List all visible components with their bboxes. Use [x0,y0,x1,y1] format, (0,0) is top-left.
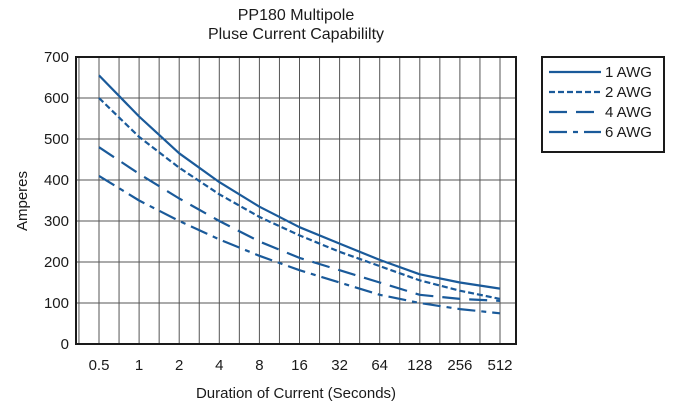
chart-subtitle: Pluse Current Capabililty [208,26,384,43]
series-line-2-awg [98,97,501,300]
y-tick-label: 700 [44,49,69,66]
series-layer [98,74,501,315]
y-tick-label: 500 [44,131,69,148]
y-tick-label: 300 [44,213,69,230]
legend-label: 4 AWG [605,104,652,121]
chart-title: PP180 Multipole [238,7,355,24]
x-tick-label: 16 [291,357,308,374]
x-tick-label: 256 [447,357,472,374]
x-tick-label: 4 [215,357,223,374]
grid [76,57,516,344]
legend-label: 1 AWG [605,64,652,81]
x-tick-label: 64 [371,357,388,374]
plot-frame [75,56,517,345]
y-tick-label: 600 [44,90,69,107]
series-line-6-awg [98,174,501,315]
y-tick-label: 200 [44,254,69,271]
y-tick-label: 0 [61,336,69,353]
y-tick-label: 400 [44,172,69,189]
x-tick-label: 2 [175,357,183,374]
series-line-1-awg [98,74,501,290]
y-axis-label: Amperes [14,171,31,231]
y-tick-label: 100 [44,295,69,312]
x-tick-label: 128 [407,357,432,374]
x-axis-label: Duration of Current (Seconds) [196,385,396,402]
series-line-4-awg [98,146,501,302]
y-tick-labels: 0 100 200 300 400 500 600 700 [44,49,69,353]
legend-label: 6 AWG [605,124,652,141]
x-tick-label: 1 [135,357,143,374]
x-tick-labels: 0.5 1 2 4 8 16 32 64 128 256 512 [89,357,513,374]
legend-label: 2 AWG [605,84,652,101]
legend: 1 AWG 2 AWG 4 AWG 6 AWG [541,56,665,153]
x-tick-label: 0.5 [89,357,110,374]
x-tick-label: 512 [487,357,512,374]
x-tick-label: 8 [255,357,263,374]
x-tick-label: 32 [331,357,348,374]
